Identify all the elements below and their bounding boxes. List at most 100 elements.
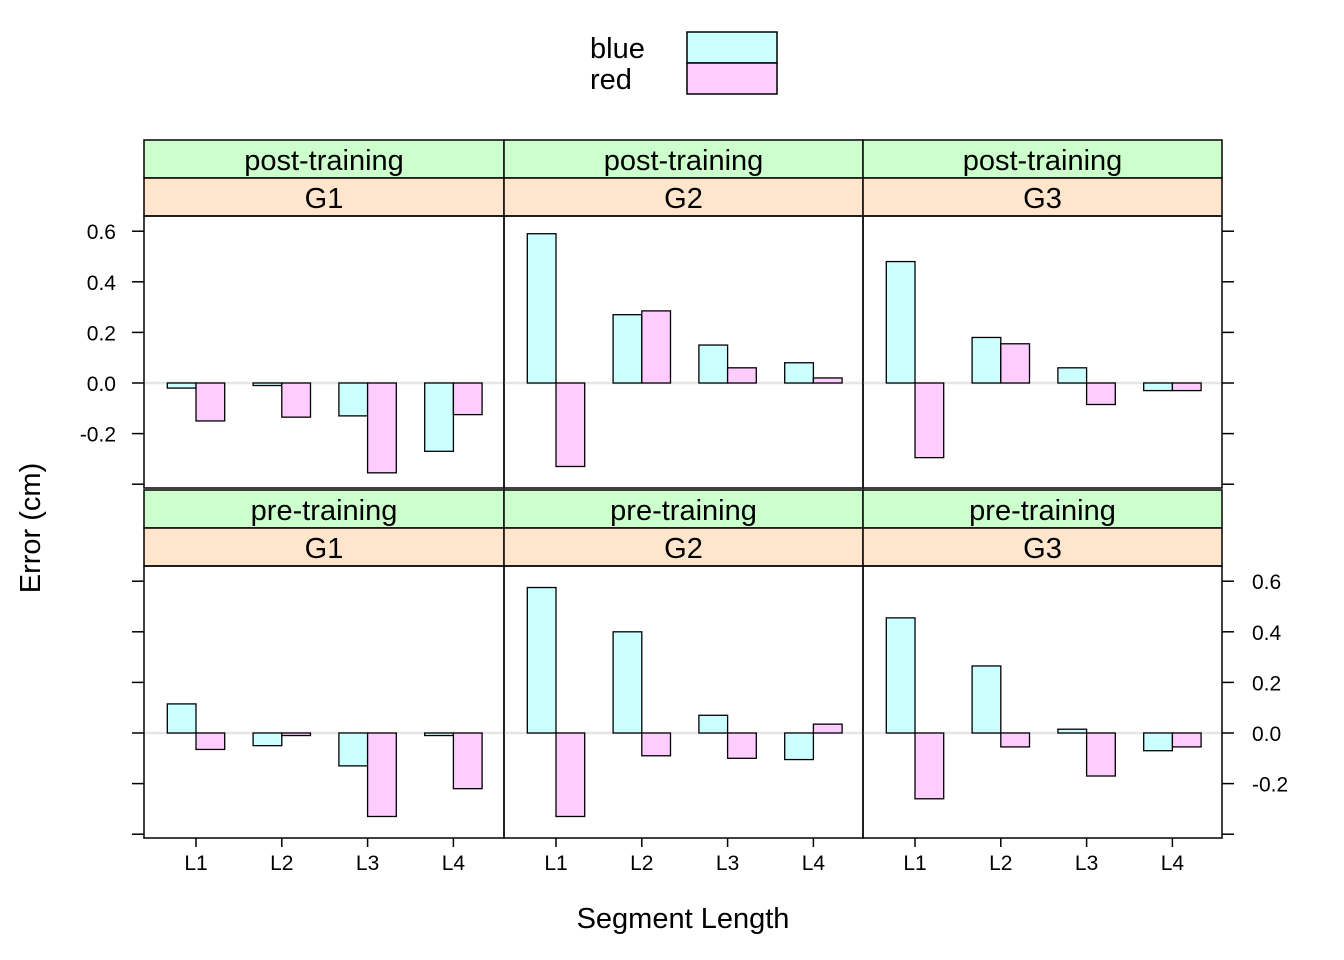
x-tick-label-l4: L4 xyxy=(802,852,826,875)
bar-red-l1 xyxy=(555,732,586,818)
y-tick-label: 0.6 xyxy=(87,221,116,244)
bar-red-l4 xyxy=(452,732,483,790)
bar-blue-l3 xyxy=(698,714,729,734)
x-tick-label-l2: L2 xyxy=(270,852,293,875)
strip-condition-label: post-training xyxy=(604,145,764,177)
bar-blue-l3 xyxy=(1057,728,1088,734)
legend-swatch-red xyxy=(686,62,778,95)
bar-blue-l4 xyxy=(784,732,815,761)
bar-blue-l1 xyxy=(526,233,557,384)
strip-condition-label: post-training xyxy=(244,145,404,177)
panel-pre-training-g2: pre-training G2 xyxy=(503,489,864,839)
bar-blue-l2 xyxy=(971,336,1002,384)
bar-blue-l3 xyxy=(338,732,369,767)
x-tick-label-l4: L4 xyxy=(442,852,466,875)
y-tick-label: 0.0 xyxy=(1252,723,1281,746)
bar-red-l2 xyxy=(281,732,312,737)
bar-red-l2 xyxy=(641,732,672,757)
x-tick-label-l2: L2 xyxy=(989,852,1012,875)
x-tick-label-l3: L3 xyxy=(716,852,739,875)
bar-blue-l3 xyxy=(698,344,729,384)
panel-post-training-g3: post-training G3 xyxy=(862,139,1223,489)
panel-border xyxy=(862,565,1223,839)
bar-blue-l4 xyxy=(424,382,455,452)
legend-label-blue: blue xyxy=(590,33,645,65)
strip-group-label: G1 xyxy=(305,183,344,215)
bar-blue-l4 xyxy=(784,362,815,384)
strip-condition-label: pre-training xyxy=(251,495,398,527)
bar-blue-l1 xyxy=(166,382,197,389)
legend-swatch-blue xyxy=(686,31,778,64)
bar-red-l2 xyxy=(641,310,672,384)
axes: L1 L2 L3 L4 L1 L2 L3 L4 L1 L2 L3 L4 -0.2 0.0 0.2 0.4 0.6… xyxy=(80,221,1288,875)
y-tick-label: 0.2 xyxy=(1252,672,1281,695)
strip-condition xyxy=(143,139,505,179)
strip-group-label: G1 xyxy=(305,533,344,565)
bar-blue-l4 xyxy=(1143,382,1174,392)
bar-red-l3 xyxy=(726,732,757,759)
y-tick-label: 0.6 xyxy=(1252,571,1281,594)
y-tick-label: -0.2 xyxy=(1252,774,1288,797)
strip-group-label: G2 xyxy=(664,533,703,565)
bar-blue-l1 xyxy=(885,617,916,734)
bar-red-l4 xyxy=(452,382,483,416)
bar-red-l1 xyxy=(914,382,945,459)
bar-red-l1 xyxy=(195,732,226,751)
strip-group xyxy=(143,177,505,217)
strip-condition xyxy=(503,139,864,179)
bar-blue-l2 xyxy=(971,665,1002,734)
bar-red-l4 xyxy=(1171,732,1202,748)
strip-condition-label: pre-training xyxy=(969,495,1116,527)
bar-blue-l1 xyxy=(526,586,557,734)
bar-red-l3 xyxy=(366,382,397,474)
strip-group xyxy=(862,527,1223,567)
panel-border xyxy=(862,215,1223,489)
x-tick-label-l1: L1 xyxy=(544,852,567,875)
bar-blue-l4 xyxy=(424,732,455,737)
strip-group-label: G2 xyxy=(664,183,703,215)
bar-red-l4 xyxy=(812,723,843,734)
panel-pre-training-g3: pre-training G3 xyxy=(862,489,1223,839)
bar-blue-l2 xyxy=(252,382,283,387)
panel-pre-training-g1: pre-training G1 xyxy=(143,489,505,839)
bar-blue-l2 xyxy=(612,314,643,384)
bar-red-l1 xyxy=(555,382,586,468)
bar-red-l4 xyxy=(1171,382,1202,392)
bar-red-l3 xyxy=(1085,732,1116,777)
panel-post-training-g2: post-training G2 xyxy=(503,139,864,489)
y-tick-label: 0.4 xyxy=(87,272,117,295)
bar-blue-l1 xyxy=(885,260,916,384)
y-tick-label: 0.2 xyxy=(87,322,116,345)
bar-red-l4 xyxy=(812,377,843,384)
bar-red-l2 xyxy=(281,382,312,418)
bar-red-l3 xyxy=(726,367,757,384)
y-tick-label: 0.4 xyxy=(1252,622,1282,645)
legend-label-red: red xyxy=(590,64,632,96)
bar-blue-l3 xyxy=(338,382,369,417)
x-tick-label-l3: L3 xyxy=(1075,852,1098,875)
strip-group xyxy=(503,177,864,217)
strip-group-label: G3 xyxy=(1023,183,1062,215)
bar-blue-l3 xyxy=(1057,367,1088,384)
y-tick-label: 0.0 xyxy=(87,373,116,396)
bar-red-l2 xyxy=(1000,343,1031,384)
panels: post-trainingG1post-trainingG2post-train… xyxy=(143,139,1223,839)
bar-red-l3 xyxy=(366,732,397,818)
strip-condition-label: post-training xyxy=(963,145,1123,177)
bar-red-l2 xyxy=(1000,732,1031,748)
strip-condition xyxy=(862,489,1223,529)
bar-blue-l4 xyxy=(1143,732,1174,752)
strip-group-label: G3 xyxy=(1023,533,1062,565)
x-axis-title: Segment Length xyxy=(577,903,790,935)
bar-blue-l2 xyxy=(252,732,283,747)
bar-blue-l1 xyxy=(166,703,197,734)
panel-border xyxy=(143,565,505,839)
bar-blue-l2 xyxy=(612,631,643,734)
bar-red-l1 xyxy=(914,732,945,800)
y-tick-label: -0.2 xyxy=(80,424,116,447)
x-tick-label-l1: L1 xyxy=(903,852,926,875)
y-axis-title: Error (cm) xyxy=(15,463,47,593)
x-tick-label-l2: L2 xyxy=(630,852,653,875)
